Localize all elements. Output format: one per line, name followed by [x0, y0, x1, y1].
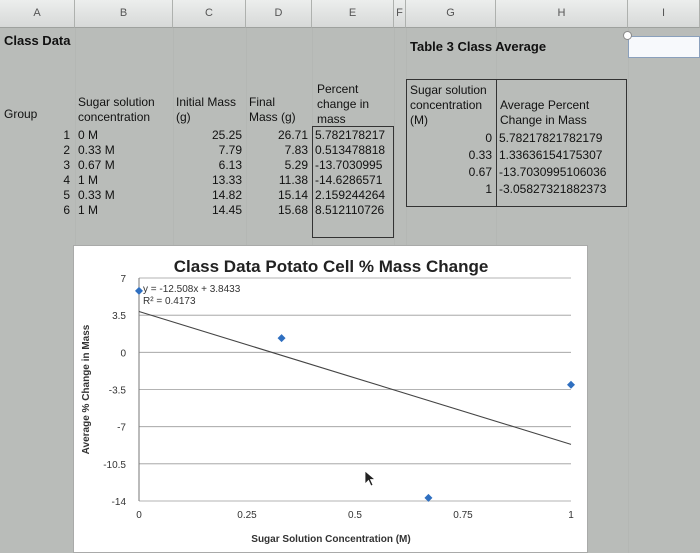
- header-group: Group: [4, 107, 38, 121]
- x-tick-label: 0.25: [237, 510, 257, 521]
- trendline: [138, 310, 572, 445]
- group-number: 4: [63, 173, 70, 187]
- header-final-line2: Mass (g): [249, 110, 296, 124]
- t3-concentration: 0.67: [468, 165, 492, 179]
- y-tick-label: -7: [117, 423, 126, 434]
- initial-mass: 25.25: [211, 128, 242, 142]
- t3-header-avg-line2: Change in Mass: [500, 113, 587, 127]
- t3-concentration: 0.33: [468, 148, 492, 162]
- group-number: 1: [63, 128, 70, 142]
- x-axis-title: Sugar Solution Concentration (M): [251, 534, 410, 545]
- percent-change: 5.782178217: [315, 128, 386, 142]
- y-tick-label: -3.5: [109, 386, 127, 397]
- header-sugar-line1: Sugar solution: [78, 95, 155, 109]
- header-initial-line2: (g): [176, 110, 191, 124]
- header-percent-line2: change in: [317, 97, 370, 111]
- final-mass: 15.14: [277, 188, 308, 202]
- sugar-concentration: 1 M: [78, 203, 99, 217]
- t3-header-conc-line2: concentration: [410, 98, 483, 112]
- t3-average: -3.05827321882373: [499, 182, 607, 196]
- column-header-g[interactable]: G: [406, 0, 496, 28]
- y-tick-label: 0: [120, 348, 126, 359]
- y-tick-label: 3.5: [112, 311, 126, 322]
- t3-header-conc-line1: Sugar solution: [410, 83, 487, 97]
- initial-mass: 14.82: [211, 188, 242, 202]
- t3-average: 5.78217821782179: [499, 131, 603, 145]
- selection-handle[interactable]: [623, 31, 632, 40]
- final-mass: 7.83: [284, 143, 308, 157]
- percent-change: 0.513478818: [315, 143, 386, 157]
- chart-title: Class Data Potato Cell % Mass Change: [174, 257, 489, 276]
- percent-change: 2.159244264: [315, 188, 386, 202]
- sugar-concentration: 0.33 M: [78, 143, 115, 157]
- trendline-r2: R² = 0.4173: [143, 296, 196, 307]
- percent-column-border: [312, 126, 394, 238]
- chart-svg: Class Data Potato Cell % Mass Change 7 3.5…: [81, 257, 575, 545]
- gridline: [628, 28, 629, 553]
- initial-mass: 6.13: [218, 158, 242, 172]
- final-mass: 11.38: [278, 173, 308, 187]
- column-header-b[interactable]: B: [75, 0, 173, 28]
- percent-change: -13.7030995: [315, 158, 383, 172]
- initial-mass: 14.45: [211, 203, 242, 217]
- final-mass: 26.71: [277, 128, 308, 142]
- sugar-concentration: 0.67 M: [78, 158, 115, 172]
- percent-change: 8.512110726: [315, 203, 385, 217]
- group-number: 5: [63, 188, 70, 202]
- t3-average: 1.33636154175307: [499, 148, 603, 162]
- sugar-concentration: 0 M: [78, 128, 99, 142]
- sugar-concentration: 1 M: [78, 173, 99, 187]
- header-final-line1: Final: [249, 95, 276, 109]
- y-axis-title: Average % Change in Mass: [81, 324, 92, 454]
- sugar-concentration: 0.33 M: [78, 188, 115, 202]
- table3-border: [406, 79, 627, 207]
- group-number: 6: [63, 203, 70, 217]
- y-tick-label: -14: [112, 497, 127, 508]
- column-header-i[interactable]: I: [628, 0, 700, 28]
- t3-concentration: 1: [485, 182, 492, 196]
- final-mass: 15.68: [277, 203, 308, 217]
- column-header-f[interactable]: F: [394, 0, 406, 28]
- t3-header-conc-line3: (M): [410, 113, 428, 127]
- group-number: 3: [63, 158, 70, 172]
- data-point: [277, 334, 286, 343]
- group-number: 2: [63, 143, 70, 157]
- header-initial-line1: Initial Mass: [176, 95, 237, 109]
- class-data-title: Class Data: [4, 33, 71, 48]
- column-header-a[interactable]: A: [0, 0, 75, 28]
- y-tick-label: 7: [120, 274, 126, 285]
- table3-divider: [496, 79, 497, 207]
- column-header-e[interactable]: E: [312, 0, 394, 28]
- column-header-h[interactable]: H: [496, 0, 628, 28]
- x-tick-label: 0: [136, 510, 142, 521]
- t3-header-avg-line1: Average Percent: [500, 98, 590, 112]
- data-point: [567, 380, 575, 389]
- data-point: [424, 493, 433, 502]
- y-tick-label: -10.5: [103, 460, 126, 471]
- t3-average: -13.7030995106036: [499, 165, 607, 179]
- data-point: [135, 286, 143, 295]
- column-header-c[interactable]: C: [173, 0, 246, 28]
- header-percent-line3: mass: [317, 112, 346, 126]
- header-sugar-line2: concentration: [78, 110, 151, 124]
- final-mass: 5.29: [284, 158, 308, 172]
- scatter-chart[interactable]: Class Data Potato Cell % Mass Change 7 3.5…: [73, 245, 588, 553]
- t3-concentration: 0: [485, 131, 492, 145]
- x-tick-label: 0.75: [453, 510, 473, 521]
- selected-cell[interactable]: [628, 36, 700, 58]
- table3-title: Table 3 Class Average: [410, 39, 547, 54]
- column-header-d[interactable]: D: [246, 0, 312, 28]
- x-tick-label: 1: [568, 510, 574, 521]
- trendline-equation: y = -12.508x + 3.8433: [143, 284, 241, 295]
- header-percent-line1: Percent: [317, 82, 359, 96]
- initial-mass: 13.33: [211, 173, 242, 187]
- percent-change: -14.6286571: [315, 173, 383, 187]
- x-tick-label: 0.5: [348, 510, 362, 521]
- mouse-cursor-icon: [364, 470, 377, 487]
- initial-mass: 7.79: [218, 143, 242, 157]
